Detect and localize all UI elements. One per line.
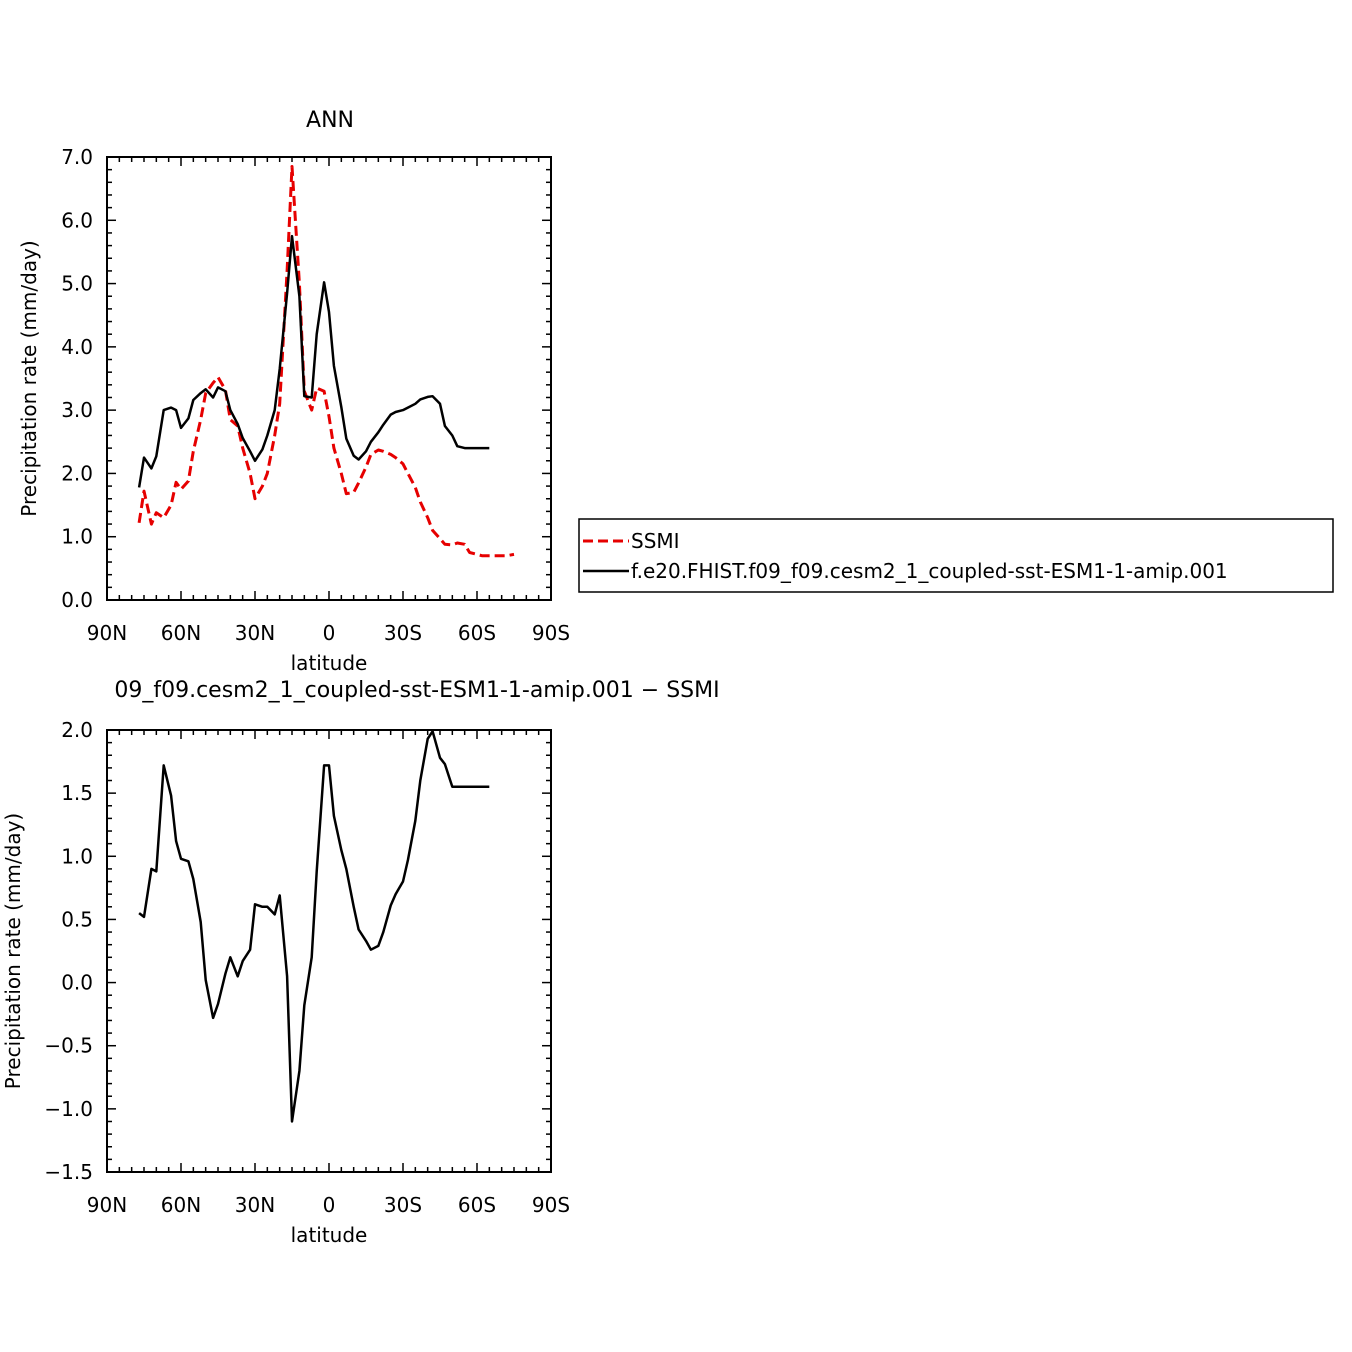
y-axis-title: Precipitation rate (mm/day): [17, 240, 41, 516]
x-tick-label: 90S: [532, 1193, 570, 1217]
x-tick-label: 30N: [235, 1193, 275, 1217]
y-tick-label: 1.5: [61, 781, 93, 805]
y-tick-label: −1.0: [44, 1097, 93, 1121]
legend: SSMI f.e20.FHIST.f09_f09.cesm2_1_coupled-…: [578, 518, 1334, 593]
legend-box: [578, 518, 1334, 593]
y-axis-title: Precipitation rate (mm/day): [1, 813, 25, 1089]
x-tick-label: 60N: [161, 1193, 201, 1217]
chart-title: ANN: [306, 108, 354, 133]
plot-frame: [106, 729, 552, 1173]
y-tick-label: 2.0: [61, 718, 93, 742]
x-tick-label: 90N: [87, 1193, 127, 1217]
y-tick-label: 6.0: [61, 208, 93, 232]
chart-title: 09_f09.cesm2_1_coupled-sst-ESM1-1-amip.0…: [114, 678, 719, 703]
x-tick-label: 60S: [458, 621, 496, 645]
x-tick-label: 0: [323, 1193, 336, 1217]
y-tick-label: 1.0: [61, 844, 93, 868]
y-tick-label: 7.0: [61, 145, 93, 169]
x-tick-label: 30S: [384, 621, 422, 645]
x-tick-label: 90N: [87, 621, 127, 645]
y-tick-label: 0.5: [61, 907, 93, 931]
x-tick-label: 90S: [532, 621, 570, 645]
x-tick-label: 30S: [384, 1193, 422, 1217]
x-tick-label: 60N: [161, 621, 201, 645]
legend-label: SSMI: [631, 529, 680, 553]
y-tick-label: 1.0: [61, 525, 93, 549]
chart-panel-2: 09_f09.cesm2_1_coupled-sst-ESM1-1-amip.0…: [1, 678, 720, 1247]
y-tick-label: −1.5: [44, 1160, 93, 1184]
x-tick-label: 60S: [458, 1193, 496, 1217]
y-tick-label: 3.0: [61, 398, 93, 422]
x-axis-title: latitude: [291, 1223, 368, 1247]
y-tick-label: 4.0: [61, 335, 93, 359]
x-tick-label: 30N: [235, 621, 275, 645]
chart-panel-1: ANN 90N 60N 30N 0 30S 60S 90S 0.0 1.0 2.0 3.0 4.0 5.0…: [17, 108, 1334, 675]
legend-label: f.e20.FHIST.f09_f09.cesm2_1_coupled-sst-…: [631, 559, 1228, 583]
y-tick-label: 5.0: [61, 272, 93, 296]
y-tick-label: −0.5: [44, 1034, 93, 1058]
y-tick-label: 2.0: [61, 461, 93, 485]
series-line-1: [138, 730, 490, 1123]
series-line-2: [137, 234, 490, 488]
y-tick-label: 0.0: [61, 588, 93, 612]
x-tick-label: 0: [323, 621, 336, 645]
x-axis-title: latitude: [291, 651, 368, 675]
plot-frame: [106, 156, 552, 601]
series-line-1: [137, 165, 515, 558]
y-tick-label: 0.0: [61, 971, 93, 995]
